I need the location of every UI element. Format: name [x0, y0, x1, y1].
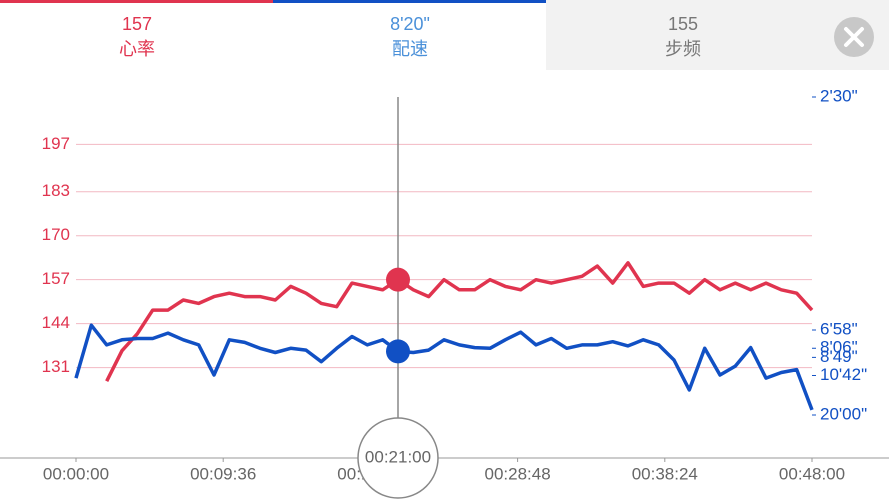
tab-label: 配速	[392, 39, 428, 59]
y-tick-label: 170	[42, 225, 70, 244]
x-tick-label: 00:09:36	[190, 464, 256, 483]
y-tick-label: 144	[42, 313, 70, 332]
cursor-handle	[357, 417, 439, 499]
close-icon	[844, 27, 864, 47]
close-button[interactable]	[834, 17, 874, 57]
y2-tick-label: 20'00"	[820, 404, 867, 423]
tab-indicator	[273, 0, 546, 3]
tab[interactable]: 157 心率	[119, 14, 155, 59]
tab-bg	[546, 0, 889, 70]
y2-tick-label: 6'58"	[820, 319, 858, 338]
tab-label: 步频	[665, 39, 701, 59]
tab-indicator	[0, 0, 273, 3]
tab-value: 155	[668, 14, 698, 34]
series-line	[105, 261, 814, 382]
tab[interactable]: 155 步频	[665, 14, 701, 59]
x-tick-label: 00:00:00	[43, 464, 109, 483]
series-line	[74, 323, 814, 411]
x-tick-label: 00:48:00	[779, 464, 845, 483]
y-tick-label: 183	[42, 181, 70, 200]
tab[interactable]: 8'20" 配速	[390, 14, 430, 59]
y2-tick-label: 10'42"	[820, 365, 867, 384]
tab-value: 8'20"	[390, 14, 430, 34]
cursor-dot	[386, 339, 410, 364]
x-tick-label: 00:38:24	[632, 464, 698, 483]
y-tick-label: 197	[42, 134, 70, 153]
y2-tick-label: 8'49"	[820, 347, 858, 366]
x-tick-label: 00:28:48	[485, 464, 551, 483]
y-tick-label: 131	[42, 357, 70, 376]
tab-label: 心率	[119, 39, 155, 59]
tab-value: 157	[122, 14, 152, 34]
cursor-label: 00:21:00	[365, 447, 431, 466]
y-tick-label: 157	[42, 269, 70, 288]
cursor-dot	[386, 267, 410, 292]
y2-tick-label: 8'06"	[820, 338, 858, 357]
y2-tick-label: 2'30"	[820, 86, 858, 105]
